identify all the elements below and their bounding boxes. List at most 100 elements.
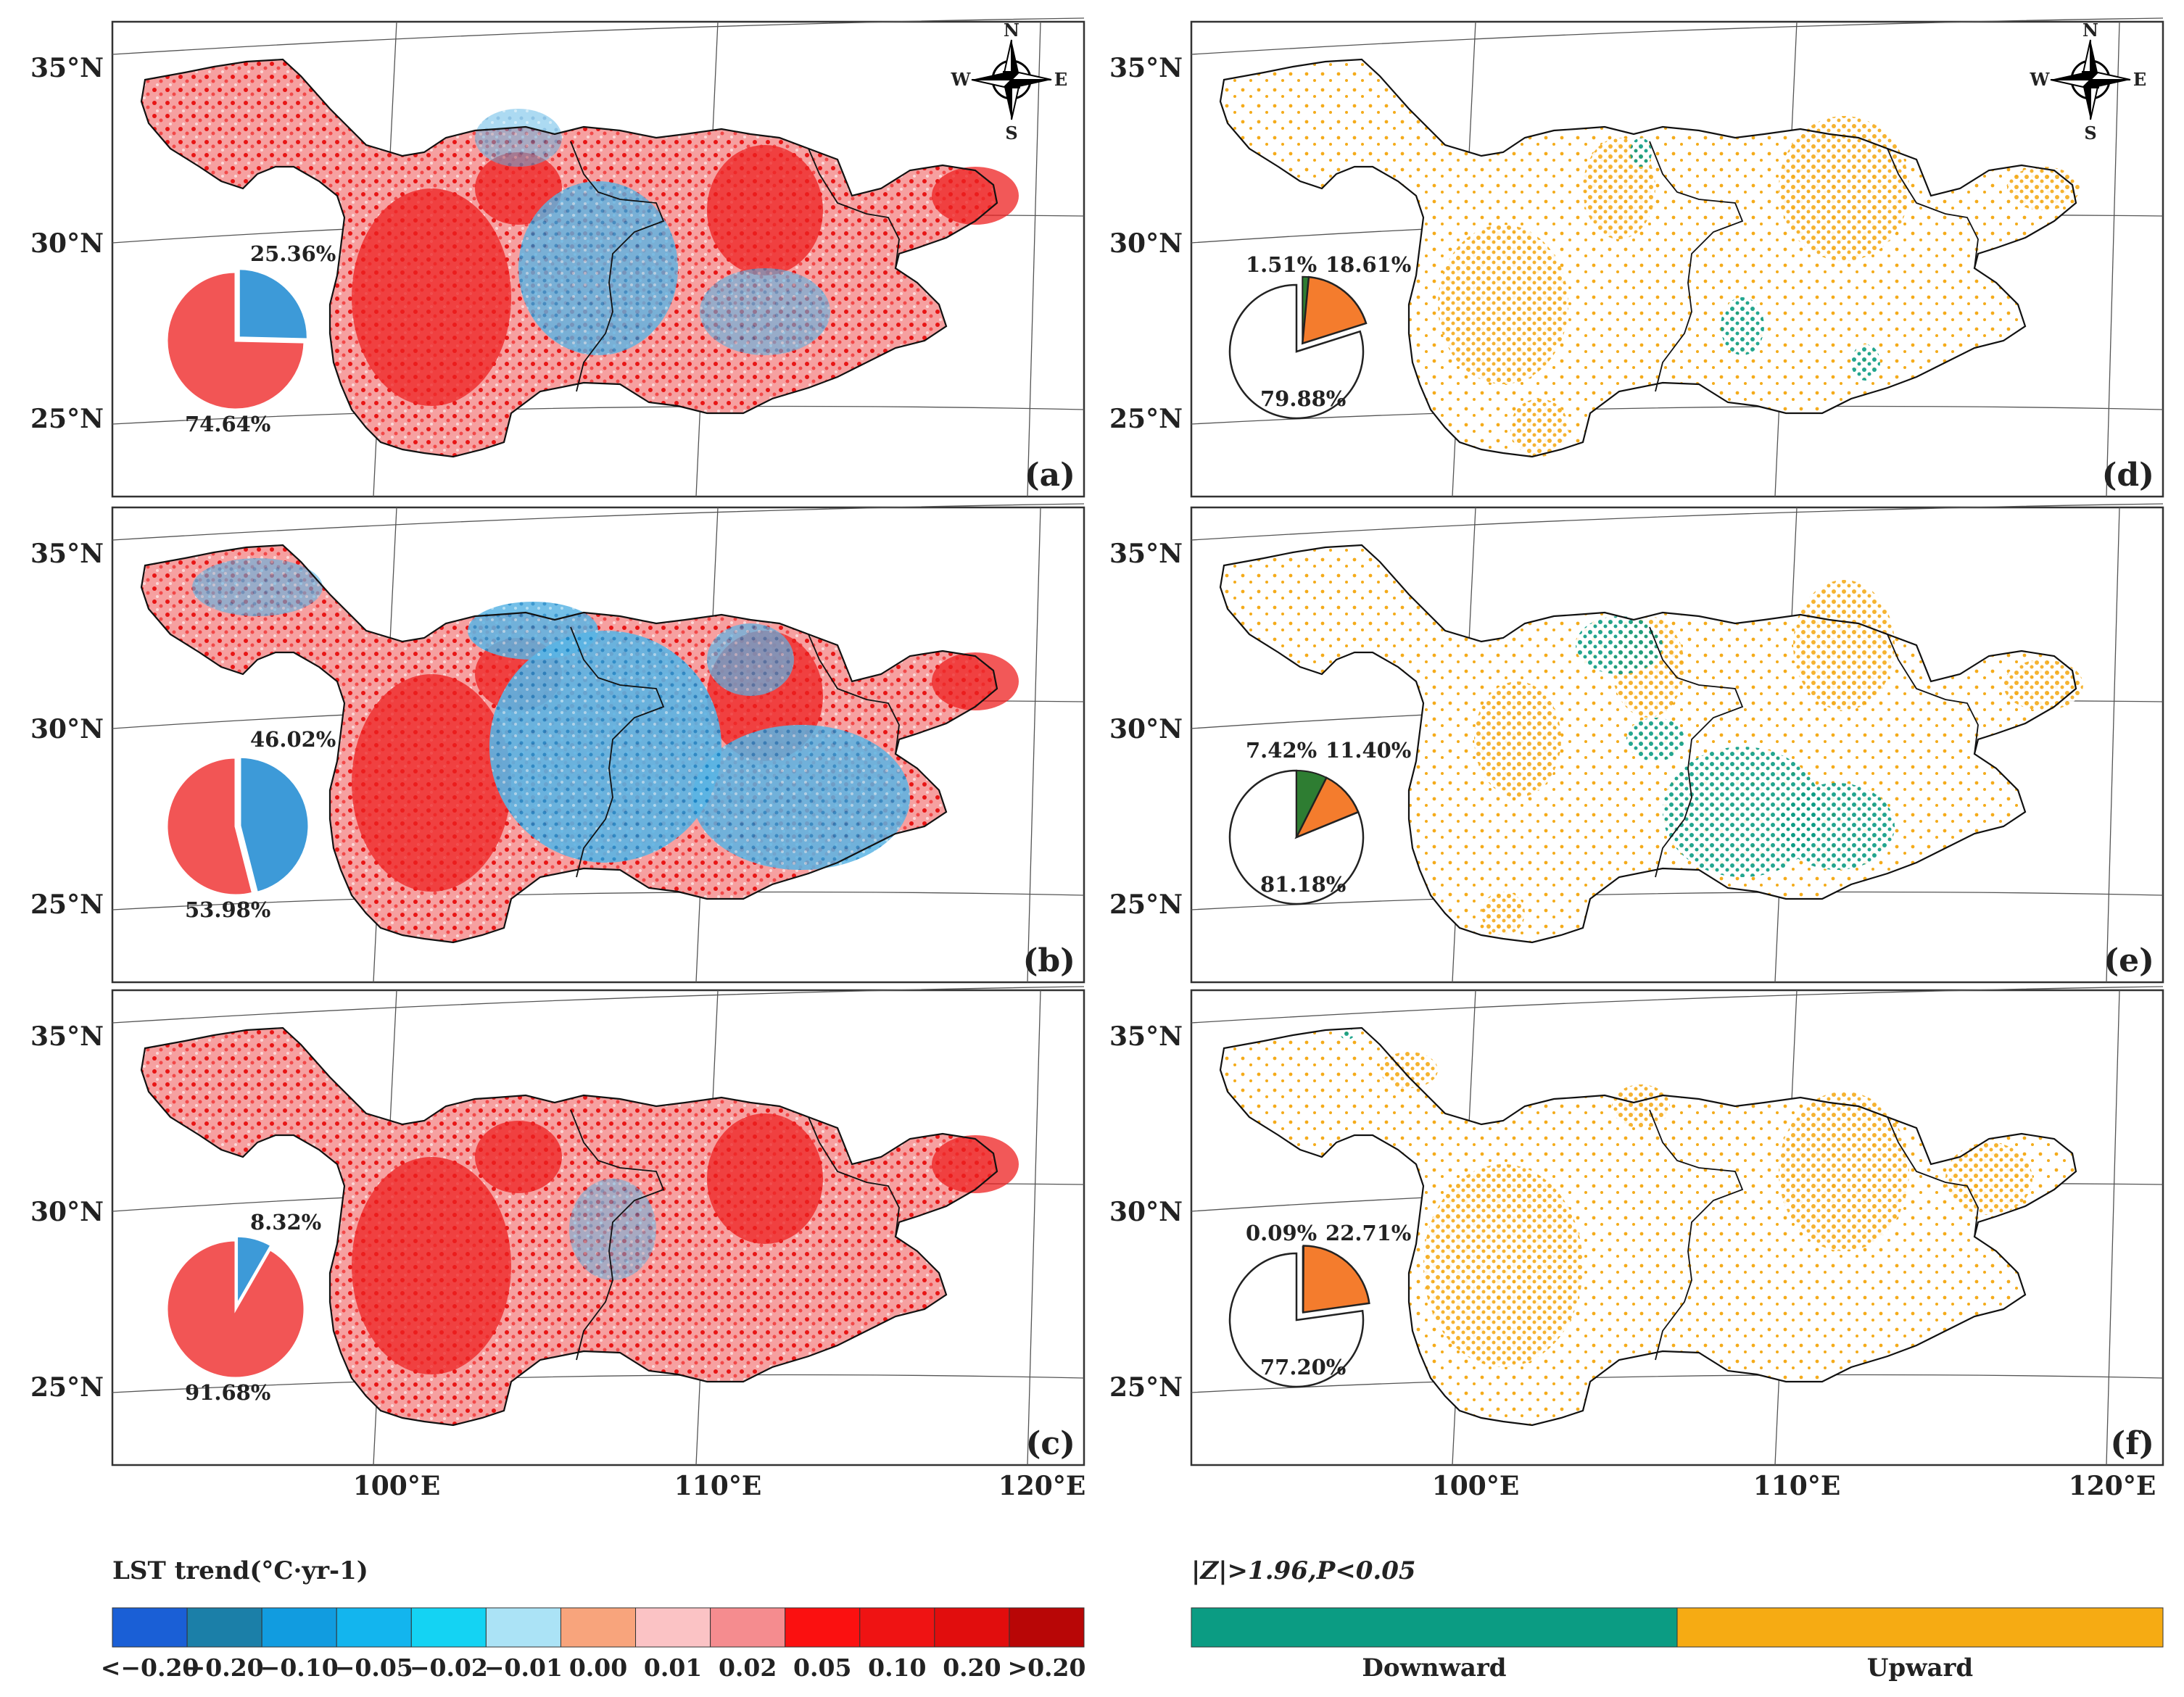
pie-label-none: 79.88% — [1260, 386, 1346, 411]
lon-label: 120°E — [2069, 1471, 2156, 1501]
map-panel-d: 35°N 30°N 25°N (d) N S E W 1.51% 18.61% 79.88% — [1109, 17, 2164, 498]
panel-letter: (f) — [2110, 1425, 2154, 1462]
pie-chart: 0.09% 22.71% 77.20% — [1228, 1221, 1411, 1388]
pie-label-warming: 91.68% — [185, 1380, 270, 1405]
pie-label-warming: 53.98% — [185, 897, 270, 922]
legend-swatch — [410, 1607, 487, 1648]
compass-w: W — [2030, 69, 2051, 90]
pie-slice-warming — [165, 1239, 306, 1379]
compass-n: N — [2082, 20, 2098, 41]
lat-label: 35°N — [30, 53, 104, 83]
legend-title: |Z|>1.96,P<0.05 — [1191, 1556, 1416, 1585]
pie-label-downward: 7.42% — [1246, 738, 1317, 763]
pie-label-cooling: 25.36% — [250, 241, 336, 266]
lat-label: 30°N — [30, 714, 104, 744]
pie-label-upward: 18.61% — [1325, 252, 1411, 277]
basin-map — [1219, 1026, 2077, 1427]
compass-e: E — [1054, 69, 1067, 90]
legend-swatch — [560, 1607, 637, 1648]
basin-outline — [140, 544, 998, 944]
panel-letter: (a) — [1025, 457, 1075, 494]
north-arrow-icon: N S E W — [951, 20, 1068, 144]
subbasin-boundary — [570, 1109, 665, 1361]
lat-label: 25°N — [30, 404, 104, 434]
compass-s: S — [1005, 123, 1017, 144]
legend-tick: −0.10 — [260, 1654, 339, 1682]
legend-swatch — [785, 1607, 861, 1648]
basin-outline — [140, 58, 998, 458]
basin-map — [140, 1026, 1019, 1427]
legend-swatch — [261, 1607, 337, 1648]
pie-slice-cooling — [237, 267, 309, 341]
legend-tick: 0.20 — [943, 1654, 1001, 1682]
panel-letter: (c) — [1026, 1425, 1075, 1462]
north-arrow-icon: N S E W — [2030, 20, 2147, 144]
legend-tick: 0.01 — [644, 1654, 702, 1682]
pie-chart: 46.02% 53.98% — [165, 727, 336, 922]
legend-tick: <−0.20 — [101, 1654, 199, 1682]
legend-swatch — [485, 1607, 561, 1648]
lat-label: 30°N — [1109, 1197, 1183, 1227]
lat-label: 35°N — [30, 539, 104, 569]
longitude-labels: 100°E 110°E 120°E 100°E 110°E 120°E — [353, 1471, 2156, 1501]
subbasin-boundary — [1887, 1116, 1979, 1237]
subbasin-boundary — [570, 141, 665, 392]
lon-label: 100°E — [1432, 1471, 1520, 1501]
legend-tick: 0.02 — [719, 1654, 777, 1682]
pie-slice-upward — [1301, 275, 1368, 345]
subbasin-boundary — [1649, 141, 1744, 392]
legend-swatch — [112, 1607, 188, 1648]
basin-map — [140, 58, 1019, 458]
lat-label: 30°N — [30, 1197, 104, 1227]
lat-label: 30°N — [1109, 714, 1183, 744]
pie-slice-upward — [1302, 1245, 1370, 1314]
pie-slice-upward — [1294, 776, 1360, 839]
pie-label-downward: 1.51% — [1246, 252, 1317, 277]
map-panel-f: 35°N 30°N 25°N (f) 0.09% 22.71% 77.20% — [1109, 986, 2164, 1466]
compass-n: N — [1004, 20, 1019, 41]
basin-map — [1219, 544, 2083, 944]
lat-label: 25°N — [30, 1372, 104, 1403]
pie-slice-none — [1228, 1252, 1365, 1388]
legend-swatch — [336, 1607, 412, 1648]
lat-label: 30°N — [1109, 228, 1183, 259]
legend-tick: 0.00 — [569, 1654, 627, 1682]
lat-label: 25°N — [1109, 404, 1183, 434]
pie-slice-none — [1228, 283, 1365, 420]
map-panels: 35°N 30°N 25°N (a) N S E W 25.36% 74.64% 35°N 30°N 2… — [30, 17, 2164, 1501]
lat-label: 30°N — [30, 228, 104, 259]
lat-label: 25°N — [1109, 1372, 1183, 1403]
pie-slice-warming — [165, 756, 255, 897]
pie-label-upward: 11.40% — [1325, 738, 1411, 763]
lon-label: 110°E — [1753, 1471, 1841, 1501]
subbasin-boundary — [808, 148, 900, 269]
legend-swatch — [1009, 1607, 1085, 1648]
legend-swatch — [710, 1607, 786, 1648]
basin-map — [140, 544, 1019, 944]
legend-title: LST trend(°C·yr-1) — [112, 1556, 368, 1585]
map-panel-a: 35°N 30°N 25°N (a) N S E W 25.36% 74.64% — [30, 17, 1085, 498]
basin-map — [1219, 58, 2080, 458]
subbasin-boundary — [1649, 626, 1744, 878]
pie-label-cooling: 8.32% — [250, 1210, 321, 1235]
legend-tick: −0.20 — [186, 1654, 264, 1682]
legend-lst-trend: LST trend(°C·yr-1)<−0.20−0.20−0.10−0.05−… — [101, 1556, 1086, 1682]
lat-label: 25°N — [1109, 889, 1183, 920]
lon-label: 120°E — [998, 1471, 1086, 1501]
legend-tick: −0.05 — [335, 1654, 413, 1682]
legend-swatch — [934, 1607, 1010, 1648]
legend-swatch — [186, 1607, 262, 1648]
map-panel-e: 35°N 30°N 25°N (e) 7.42% 11.40% 81.18% — [1109, 503, 2164, 984]
map-panel-b: 35°N 30°N 25°N (b) 46.02% 53.98% — [30, 503, 1085, 984]
legends: LST trend(°C·yr-1)<−0.20−0.20−0.10−0.05−… — [101, 1556, 2164, 1683]
subbasin-boundary — [1649, 1109, 1744, 1361]
subbasin-boundary — [808, 634, 900, 755]
lon-label: 100°E — [353, 1471, 441, 1501]
legend-swatch-downward — [1191, 1607, 1678, 1648]
pie-label-none: 81.18% — [1260, 872, 1346, 897]
legend-swatch-upward — [1676, 1607, 2164, 1648]
pie-label-none: 77.20% — [1260, 1355, 1346, 1379]
subbasin-boundary — [1887, 148, 1979, 269]
pie-slice-cooling — [236, 1235, 273, 1309]
